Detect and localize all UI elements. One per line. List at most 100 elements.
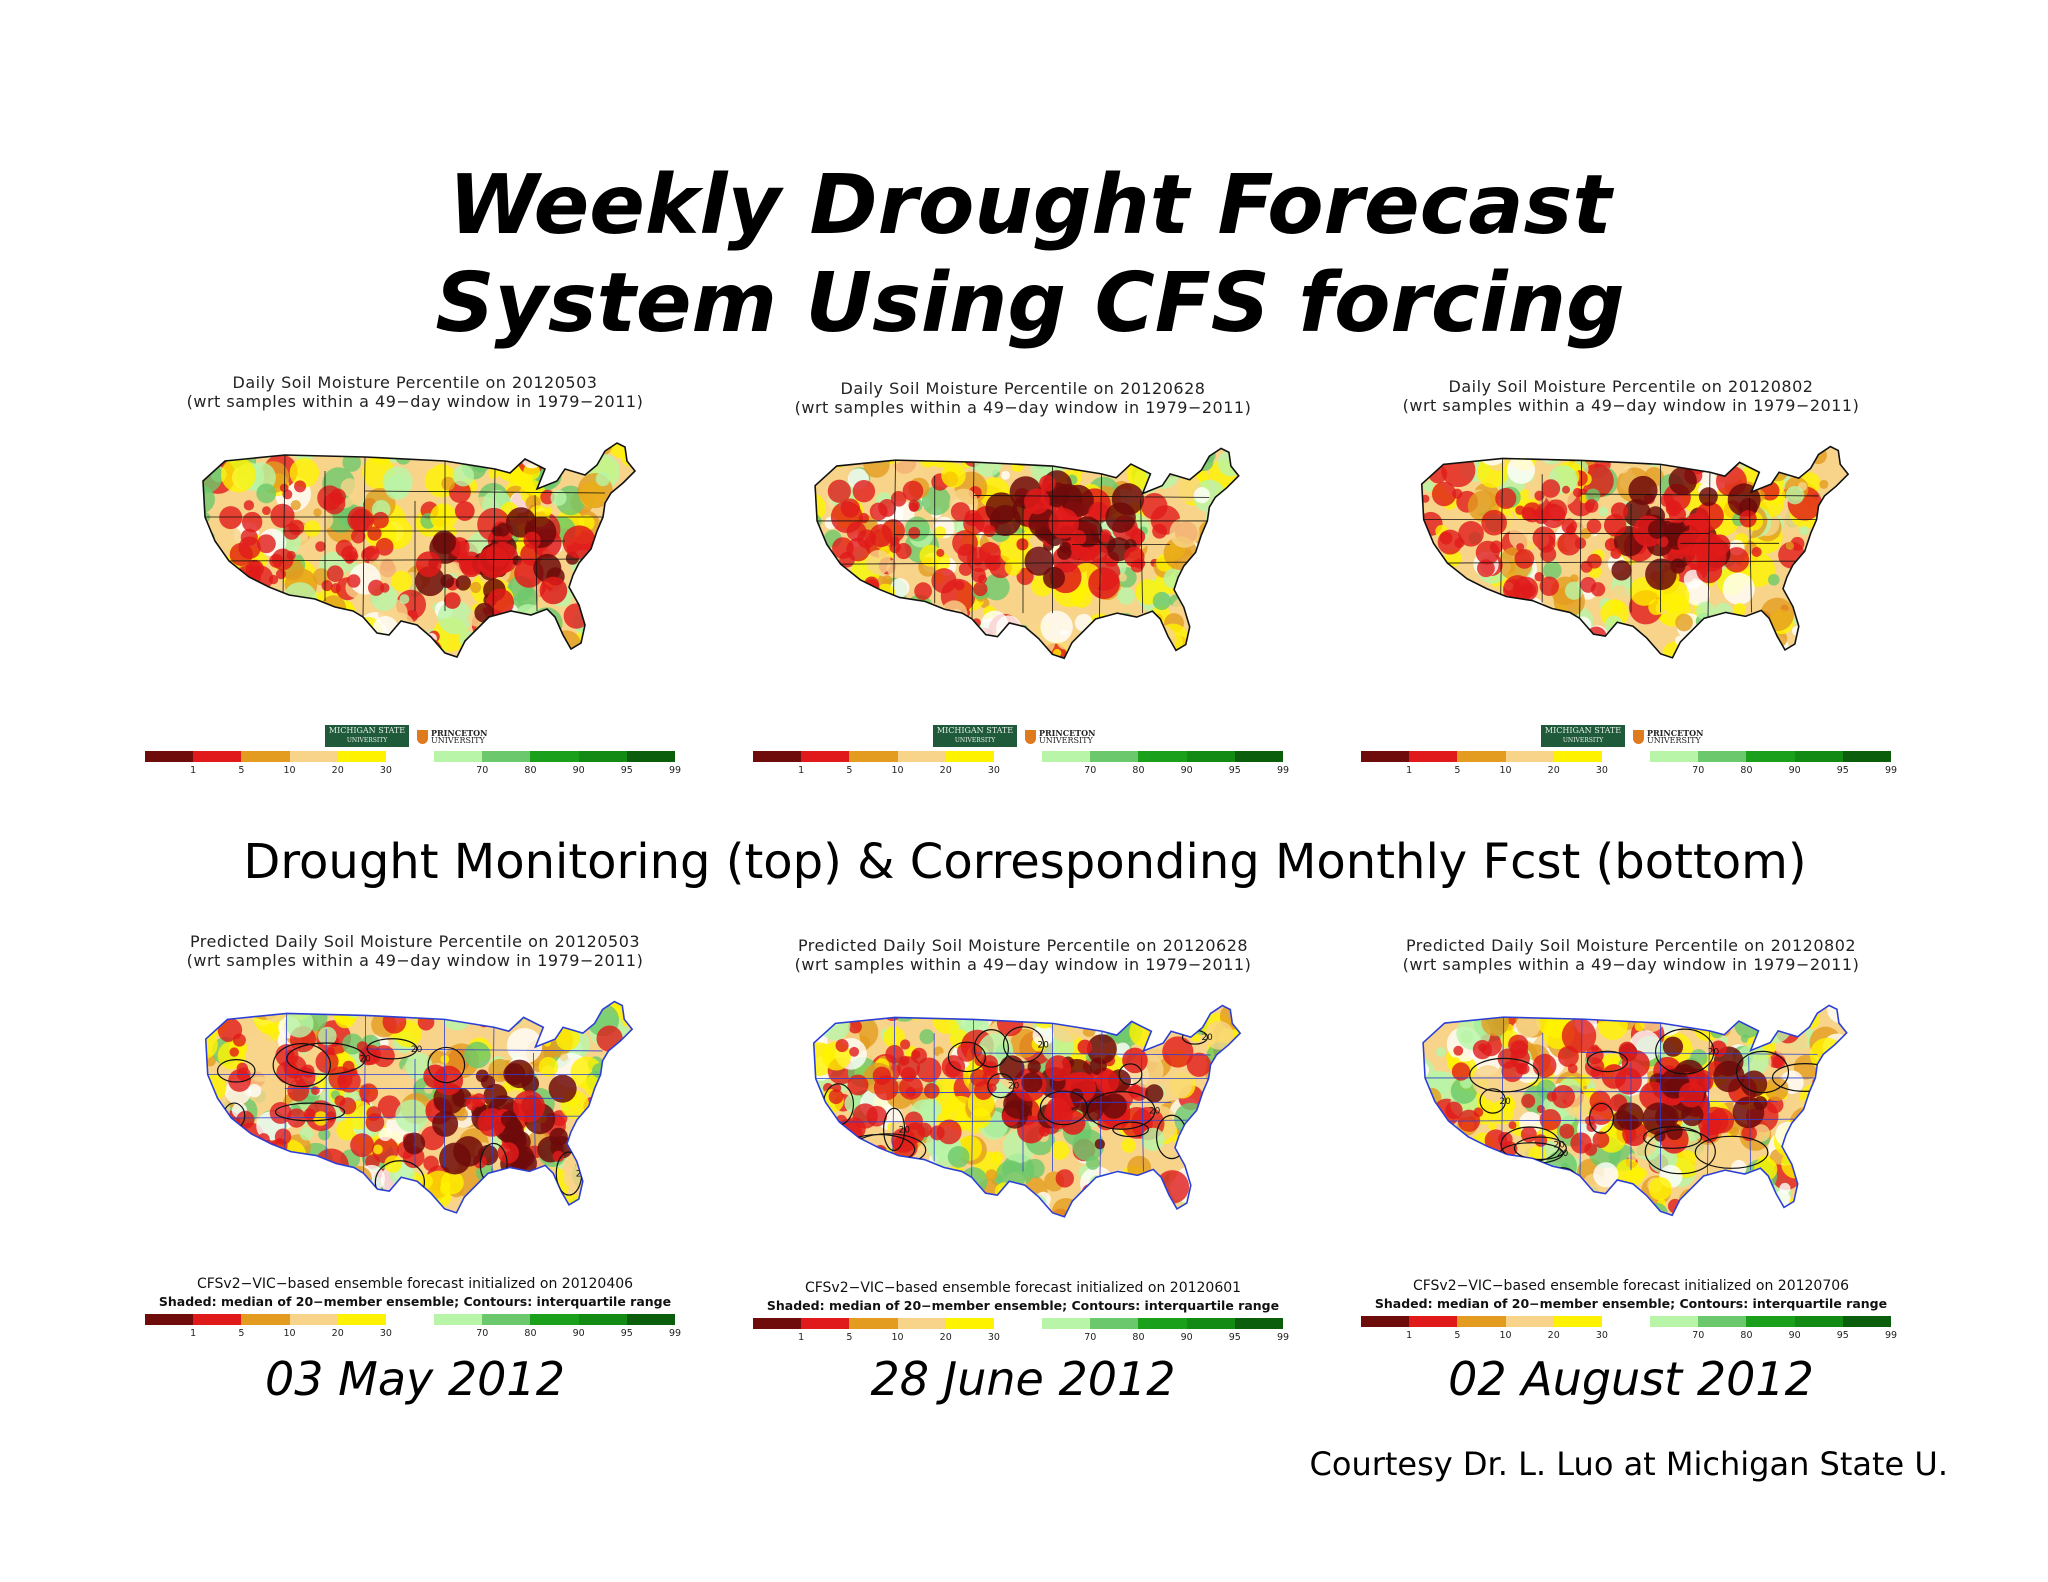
colorbar-swatch <box>385 1314 435 1325</box>
colorbar-tick-label: 5 <box>238 1328 245 1339</box>
colorbar-tick-label: 70 <box>476 765 489 776</box>
colorbar-tick-label: 70 <box>476 1328 489 1339</box>
contour-label: 20 <box>1038 1040 1050 1050</box>
colorbar-swatch <box>434 751 483 762</box>
colorbar-swatch <box>1842 751 1892 762</box>
colorbar-tick-label: 95 <box>1228 1332 1241 1343</box>
credit-line: Courtesy Dr. L. Luo at Michigan State U. <box>1309 1445 1948 1483</box>
colorbar-swatch <box>897 1318 947 1329</box>
colorbar-swatch <box>1553 1316 1603 1327</box>
forecast-map-panel-may: Predicted Daily Soil Moisture Percentile… <box>135 932 695 1340</box>
colorbar-swatch <box>193 1314 242 1325</box>
princeton-shield-icon <box>1633 730 1644 744</box>
colorbar-tick-label: 30 <box>1595 765 1608 776</box>
princeton-logo: PRINCETON UNIVERSITY <box>1633 727 1703 747</box>
princeton-logo: PRINCETON UNIVERSITY <box>1025 727 1095 747</box>
forecast-map-panel-june: Predicted Daily Soil Moisture Percentile… <box>743 936 1303 1344</box>
colorbar-swatch <box>753 751 802 762</box>
contour-label: 20 <box>1202 1033 1214 1043</box>
colorbar-tick-label: 30 <box>379 765 392 776</box>
slide-title-line1: Weekly Drought Forecast <box>448 158 1612 253</box>
colorbar-swatch <box>1650 1316 1699 1327</box>
colorbar-tick-label: 70 <box>1084 1332 1097 1343</box>
colorbar-swatch <box>1650 751 1699 762</box>
colorbar-tick-label: 80 <box>524 1328 537 1339</box>
colorbar-tick-label: 95 <box>1228 765 1241 776</box>
colorbar-tick-label: 1 <box>190 765 197 776</box>
map-title: Predicted Daily Soil Moisture Percentile… <box>1405 936 1857 955</box>
princeton-logo: PRINCETON UNIVERSITY <box>417 727 487 747</box>
colorbar-swatch <box>945 751 995 762</box>
map-subtitle: (wrt samples within a 49−day window in 1… <box>794 955 1252 974</box>
date-label-june: 28 June 2012 <box>870 1352 1176 1406</box>
colorbar-swatch <box>1090 751 1139 762</box>
colorbar-tick-label: 10 <box>1499 765 1512 776</box>
colorbar: 1 5 10 20 30 70 80 90 95 99 <box>1351 1316 1911 1342</box>
contour-label: 20 <box>899 1125 911 1135</box>
colorbar-swatch <box>801 751 850 762</box>
colorbar-swatch <box>289 1314 339 1325</box>
country-outline <box>204 1000 634 1214</box>
colorbar: 1 5 10 20 30 70 80 90 95 99 <box>743 751 1303 777</box>
map-subtitle: (wrt samples within a 49−day window in 1… <box>1402 396 1860 415</box>
colorbar-swatch <box>1698 751 1747 762</box>
colorbar: 1 5 10 20 30 70 80 90 95 99 <box>135 1314 695 1340</box>
michigan-state-logo: MICHIGAN STATE UNIVERSITY <box>1541 725 1625 747</box>
map-title: Predicted Daily Soil Moisture Percentile… <box>189 932 641 951</box>
colorbar-swatch <box>993 1318 1043 1329</box>
colorbar-swatch <box>1090 1318 1139 1329</box>
section-subtitle: Drought Monitoring (top) & Corresponding… <box>243 834 1807 890</box>
colorbar-swatch <box>1186 751 1236 762</box>
forecast-shading-note: Shaded: median of 20−member ensemble; Co… <box>1374 1296 1888 1311</box>
state-borders <box>1425 1017 1818 1177</box>
colorbar-tick-label: 70 <box>1692 765 1705 776</box>
colorbar-swatch <box>945 1318 995 1329</box>
map-title: Predicted Daily Soil Moisture Percentile… <box>797 936 1249 955</box>
map-title: Daily Soil Moisture Percentile on 201208… <box>1448 377 1814 396</box>
colorbar-tick-label: 80 <box>1740 1330 1753 1341</box>
state-borders <box>1423 458 1819 619</box>
iqr-contours: 20 20 20 20 20 <box>822 1026 1214 1167</box>
colorbar: 1 5 10 20 30 70 80 90 95 99 <box>1351 751 1911 777</box>
contour-label: 20 <box>239 1166 251 1176</box>
colorbar-tick-label: 30 <box>1595 1330 1608 1341</box>
colorbar-swatch <box>1138 751 1188 762</box>
colorbar-tick-label: 70 <box>1084 765 1097 776</box>
contour-label: 20 <box>257 1146 269 1156</box>
soil-moisture-map <box>202 442 637 658</box>
colorbar-tick-label: 30 <box>987 765 1000 776</box>
colorbar-tick-label: 5 <box>1454 1330 1461 1341</box>
colorbar-tick-label: 5 <box>238 765 245 776</box>
colorbar-tick-label: 90 <box>572 1328 585 1339</box>
contour-label: 20 <box>1554 1140 1566 1150</box>
monitor-map-panel-june: Daily Soil Moisture Percentile on 201206… <box>743 379 1303 777</box>
logos: MICHIGAN STATE UNIVERSITY PRINCETON UNIVERS… <box>135 721 695 751</box>
colorbar-swatch <box>530 751 580 762</box>
monitor-map-panel-august: Daily Soil Moisture Percentile on 201208… <box>1351 377 1911 777</box>
colorbar-tick-label: 95 <box>1836 1330 1849 1341</box>
contour-label: 20 <box>1557 1149 1569 1159</box>
contour-label: 20 <box>359 1055 371 1065</box>
colorbar-tick-label: 95 <box>1836 765 1849 776</box>
colorbar-tick-label: 90 <box>1180 765 1193 776</box>
colorbar-tick-label: 70 <box>1692 1330 1705 1341</box>
colorbar-swatch <box>1234 1318 1284 1329</box>
colorbar-tick-label: 10 <box>1499 1330 1512 1341</box>
colorbar-swatch <box>1361 1316 1410 1327</box>
colorbar-swatch <box>530 1314 580 1325</box>
map-subtitle: (wrt samples within a 49−day window in 1… <box>186 951 644 970</box>
colorbar-swatch <box>753 1318 802 1329</box>
colorbar-tick-label: 1 <box>798 1332 805 1343</box>
colorbar-tick-label: 10 <box>283 1328 296 1339</box>
colorbar-tick-label: 20 <box>1547 1330 1560 1341</box>
colorbar-swatch <box>1409 1316 1458 1327</box>
colorbar-tick-label: 95 <box>620 1328 633 1339</box>
colorbar-swatch <box>1186 1318 1236 1329</box>
country-outline <box>814 447 1240 660</box>
date-label-may: 03 May 2012 <box>265 1352 565 1406</box>
forecast-init-note: CFSv2−VIC−based ensemble forecast initia… <box>804 1280 1242 1296</box>
forecast-shading-note: Shaded: median of 20−member ensemble; Co… <box>158 1294 672 1309</box>
colorbar-swatch <box>1409 751 1458 762</box>
